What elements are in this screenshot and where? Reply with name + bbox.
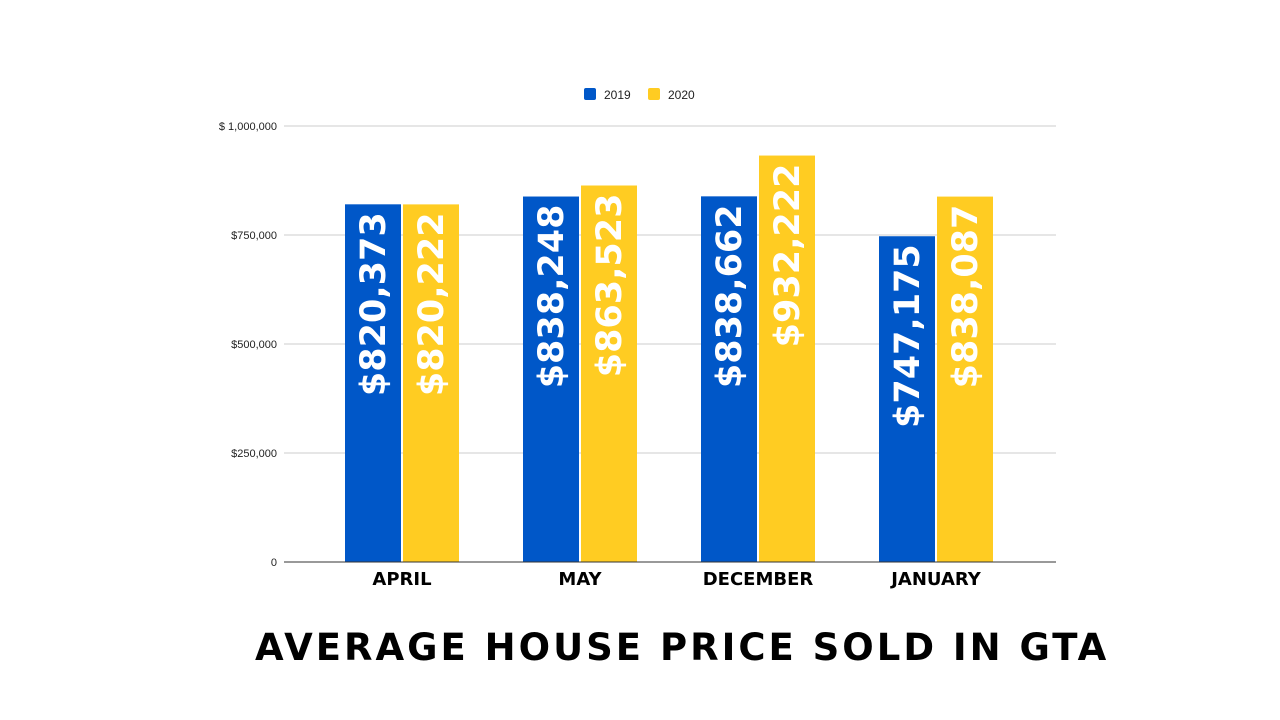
bar-value-label: $838,087	[946, 205, 986, 389]
bar	[937, 196, 993, 563]
legend-swatch	[648, 88, 660, 100]
legend-label: 2019	[604, 88, 631, 102]
y-tick-label: $750,000	[231, 230, 277, 242]
bar-value-label: $747,175	[888, 244, 928, 428]
x-tick-label: APRIL	[372, 569, 431, 590]
bar	[701, 196, 757, 562]
bar	[523, 196, 579, 562]
bar-value-label: $838,662	[710, 204, 750, 388]
x-tick-label: JANUARY	[889, 569, 982, 590]
legend-swatch	[584, 88, 596, 100]
bar	[345, 204, 401, 562]
chart-title: AVERAGE HOUSE PRICE SOLD IN GTA	[255, 626, 1110, 669]
bar-value-label: $863,523	[590, 194, 630, 378]
bar	[581, 185, 637, 562]
bar-value-label: $820,373	[354, 212, 394, 396]
bar-chart: 0 $250,000 $500,000 $750,000 $ 1,000,000 $820…	[219, 88, 1056, 590]
bar-value-label: $932,222	[768, 164, 808, 348]
bar	[403, 204, 459, 562]
bar	[879, 236, 935, 563]
x-tick-label: DECEMBER	[703, 569, 814, 590]
y-tick-label: $250,000	[231, 448, 277, 460]
y-tick-label: $500,000	[231, 339, 277, 351]
y-tick-label: 0	[271, 557, 277, 569]
bar	[759, 155, 815, 562]
y-tick-label: $ 1,000,000	[219, 121, 277, 133]
legend-label: 2020	[668, 88, 695, 102]
bar-value-label: $838,248	[532, 205, 572, 389]
x-tick-label: MAY	[558, 569, 602, 590]
bar-value-label: $820,222	[412, 212, 452, 396]
